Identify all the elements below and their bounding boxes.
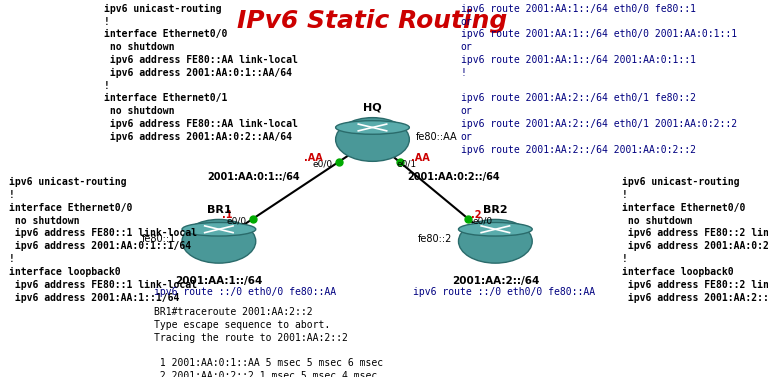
Text: .2: .2 bbox=[471, 210, 482, 220]
Ellipse shape bbox=[336, 118, 409, 161]
Text: e0/0: e0/0 bbox=[472, 216, 492, 225]
Text: .1: .1 bbox=[222, 210, 233, 220]
Text: .AA: .AA bbox=[412, 153, 430, 162]
Text: IPv6 Static Routing: IPv6 Static Routing bbox=[237, 9, 508, 34]
Text: ipv6 route ::/0 eth0/0 fe80::AA: ipv6 route ::/0 eth0/0 fe80::AA bbox=[413, 287, 595, 297]
Ellipse shape bbox=[458, 219, 532, 263]
Text: 2001:AA:2::/64: 2001:AA:2::/64 bbox=[452, 276, 539, 286]
Text: fe80::AA: fe80::AA bbox=[415, 132, 457, 142]
Text: e0/0: e0/0 bbox=[227, 216, 247, 225]
Text: ipv6 unicast-routing
!
interface Ethernet0/0
 no shutdown
 ipv6 address FE80::1 : ipv6 unicast-routing ! interface Etherne… bbox=[9, 177, 197, 303]
Text: e0/1: e0/1 bbox=[397, 159, 417, 169]
Text: e0/0: e0/0 bbox=[313, 159, 333, 169]
Text: ipv6 unicast-routing
!
interface Ethernet0/0
 no shutdown
 ipv6 address FE80::2 : ipv6 unicast-routing ! interface Etherne… bbox=[622, 177, 768, 303]
Text: ipv6 unicast-routing
!
interface Ethernet0/0
 no shutdown
 ipv6 address FE80::AA: ipv6 unicast-routing ! interface Etherne… bbox=[104, 4, 297, 142]
Text: fe80::1: fe80::1 bbox=[141, 234, 176, 244]
Ellipse shape bbox=[182, 219, 256, 263]
Ellipse shape bbox=[336, 121, 409, 134]
Text: ipv6 route ::/0 eth0/0 fe80::AA: ipv6 route ::/0 eth0/0 fe80::AA bbox=[154, 287, 336, 297]
Text: fe80::2: fe80::2 bbox=[418, 234, 452, 244]
Text: BR2: BR2 bbox=[483, 205, 508, 215]
Text: ipv6 route 2001:AA:1::/64 eth0/0 fe80::1
or
ipv6 route 2001:AA:1::/64 eth0/0 200: ipv6 route 2001:AA:1::/64 eth0/0 fe80::1… bbox=[461, 4, 737, 155]
Ellipse shape bbox=[458, 222, 532, 236]
Text: BR1#traceroute 2001:AA:2::2
Type escape sequence to abort.
Tracing the route to : BR1#traceroute 2001:AA:2::2 Type escape … bbox=[154, 307, 382, 377]
Text: HQ: HQ bbox=[363, 103, 382, 113]
Text: BR1: BR1 bbox=[207, 205, 231, 215]
Text: 2001:AA:0:1::/64: 2001:AA:0:1::/64 bbox=[207, 172, 300, 182]
Text: 2001:AA:0:2::/64: 2001:AA:0:2::/64 bbox=[407, 172, 499, 182]
Text: .AA: .AA bbox=[304, 153, 323, 162]
Text: 2001:AA:1::/64: 2001:AA:1::/64 bbox=[175, 276, 263, 286]
Ellipse shape bbox=[182, 222, 256, 236]
